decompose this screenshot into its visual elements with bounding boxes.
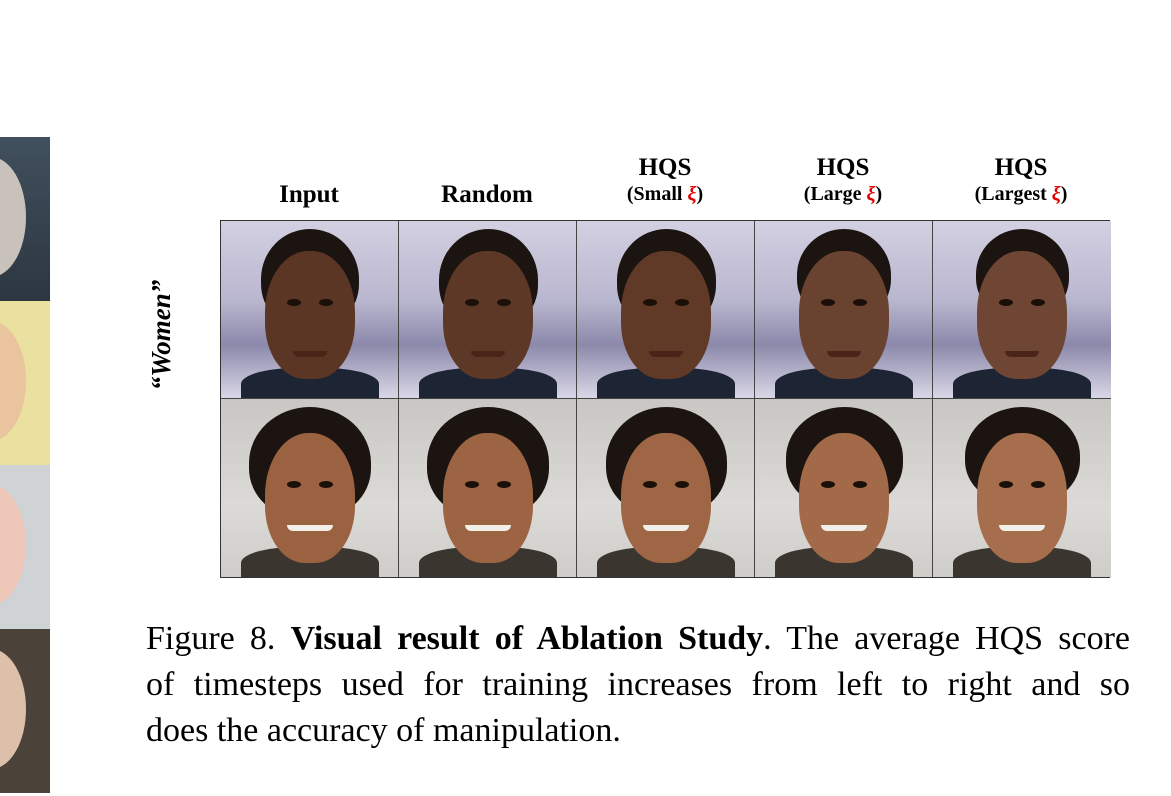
image-grid <box>220 220 1111 578</box>
face-image <box>221 399 399 577</box>
face-image <box>577 221 755 399</box>
caption-line-3: does the accuracy of manipulation. <box>146 712 621 749</box>
column-header-hqs-large: HQS (Large ξ) <box>754 153 932 206</box>
face-image <box>933 399 1111 577</box>
column-subtitle: (Large ξ) <box>803 183 883 205</box>
cropped-image-strip <box>0 137 50 793</box>
column-title: Random <box>441 181 533 208</box>
figure-caption: Figure 8. Visual result of Ablation Stud… <box>146 616 1130 754</box>
caption-title: Visual result of Ablation Study <box>290 620 764 657</box>
strip-face-2 <box>0 301 50 465</box>
column-subtitle: (Small ξ) <box>626 183 704 205</box>
column-title: HQS <box>816 154 870 181</box>
face-image <box>399 221 577 399</box>
face-image <box>933 221 1111 399</box>
column-header-hqs-small: HQS (Small ξ) <box>576 153 754 206</box>
face-image <box>221 221 399 399</box>
column-title: HQS <box>994 154 1048 181</box>
column-header-input: Input <box>220 180 398 209</box>
face-image <box>755 399 933 577</box>
face-image <box>399 399 577 577</box>
caption-text: . The average HQS score <box>763 620 1130 657</box>
strip-face-4 <box>0 629 50 793</box>
column-title: HQS <box>638 154 692 181</box>
strip-face-1 <box>0 137 50 301</box>
xi-symbol: ξ <box>866 183 876 205</box>
row-label: “Women” <box>146 279 176 391</box>
face-image <box>755 221 933 399</box>
column-header-hqs-largest: HQS (Largest ξ) <box>932 153 1110 206</box>
caption-line-2: of timesteps used for training increases… <box>146 666 1130 703</box>
face-image <box>577 399 755 577</box>
figure-number: Figure 8. <box>146 620 276 657</box>
column-subtitle: (Largest ξ) <box>974 183 1068 205</box>
xi-symbol: ξ <box>687 183 697 205</box>
column-title: Input <box>279 181 339 208</box>
column-header-random: Random <box>398 180 576 209</box>
xi-symbol: ξ <box>1051 183 1061 205</box>
strip-face-3 <box>0 465 50 629</box>
